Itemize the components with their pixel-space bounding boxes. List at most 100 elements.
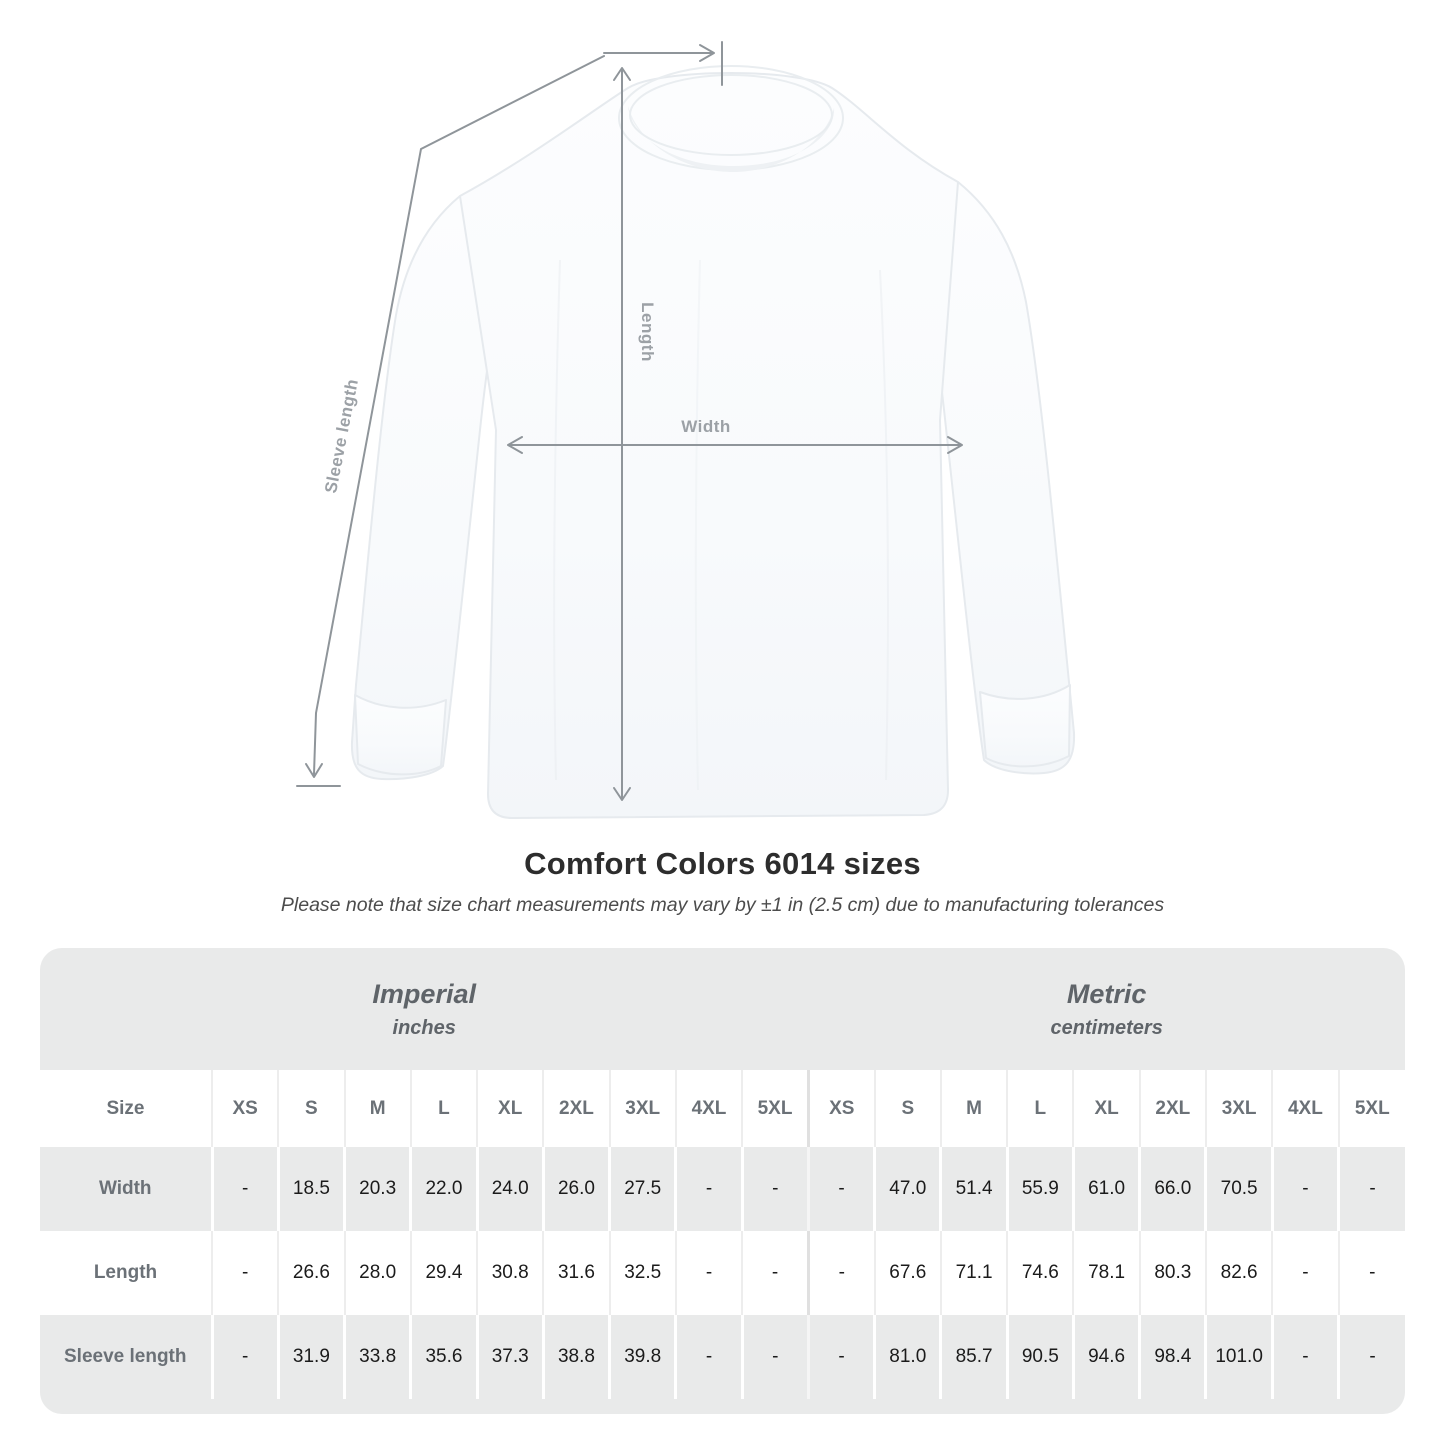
size-header-cell: 3XL <box>1204 1070 1273 1147</box>
sleeve-length-arrow <box>296 55 605 787</box>
value-cell: - <box>1337 1147 1405 1231</box>
length-label: Length <box>638 302 657 362</box>
value-cell: - <box>674 1147 743 1231</box>
value-cell: - <box>1337 1231 1405 1315</box>
value-cell: 61.0 <box>1071 1147 1140 1231</box>
table-bottom-pad <box>40 1399 1405 1414</box>
value-cell: - <box>740 1315 809 1399</box>
imperial-group-unit: inches <box>392 1016 456 1039</box>
unit-group-row: Imperial inches Metric centimeters <box>40 948 1405 1070</box>
length-row: Length - 26.6 28.0 29.4 30.8 31.6 32.5 -… <box>40 1231 1405 1315</box>
value-cell: 101.0 <box>1204 1315 1273 1399</box>
length-arrow <box>613 67 631 801</box>
value-cell: 51.4 <box>939 1147 1008 1231</box>
value-cell: 28.0 <box>343 1231 411 1315</box>
value-cell: 70.5 <box>1204 1147 1273 1231</box>
value-cell: 47.0 <box>873 1147 941 1231</box>
value-cell: - <box>741 1231 809 1315</box>
measurement-lines <box>296 41 963 801</box>
value-cell: 29.4 <box>409 1231 478 1315</box>
value-cell: 30.8 <box>476 1231 544 1315</box>
value-cell: 24.0 <box>475 1147 544 1231</box>
size-header-cell: 5XL <box>1337 1070 1405 1147</box>
size-header-cell: XL <box>1072 1070 1140 1147</box>
size-header-cell: 2XL <box>542 1070 610 1147</box>
value-cell: 71.1 <box>939 1231 1008 1315</box>
value-cell: 38.8 <box>541 1315 610 1399</box>
value-cell: - <box>210 1231 279 1315</box>
value-cell: 32.5 <box>608 1231 676 1315</box>
size-header-cell: XS <box>806 1070 875 1147</box>
value-cell: 27.5 <box>608 1147 676 1231</box>
value-cell: 81.0 <box>873 1315 941 1399</box>
sleeve-length-label: Sleeve length <box>321 377 362 495</box>
value-cell: 98.4 <box>1138 1315 1206 1399</box>
size-header-cell: L <box>409 1070 478 1147</box>
shirt-measurement-diagram: Width Length Sleeve length <box>296 41 1076 819</box>
width-label: Width <box>681 417 731 436</box>
value-cell: - <box>1270 1315 1339 1399</box>
size-header-row: Size XS S M L XL 2XL 3XL 4XL 5XL XS S M … <box>40 1070 1405 1147</box>
sleeve-length-row-label: Sleeve length <box>40 1315 212 1399</box>
value-cell: - <box>806 1147 875 1231</box>
size-header-cell: 2XL <box>1138 1070 1206 1147</box>
value-cell: 85.7 <box>939 1315 1008 1399</box>
width-arrow <box>507 436 963 454</box>
size-header-cell: S <box>277 1070 345 1147</box>
size-header-cell: M <box>343 1070 411 1147</box>
value-cell: 74.6 <box>1006 1231 1074 1315</box>
value-cell: 31.9 <box>276 1315 345 1399</box>
size-header-cell: S <box>873 1070 941 1147</box>
width-row: Width - 18.5 20.3 22.0 24.0 26.0 27.5 - … <box>40 1147 1405 1231</box>
value-cell: 39.8 <box>608 1315 676 1399</box>
size-table-grid: Imperial inches Metric centimeters Size … <box>40 948 1405 1399</box>
size-header-cell: L <box>1006 1070 1074 1147</box>
size-header-cell: XS <box>210 1070 279 1147</box>
value-cell: - <box>210 1147 279 1231</box>
value-cell: - <box>806 1231 875 1315</box>
value-cell: 31.6 <box>542 1231 610 1315</box>
value-cell: 26.6 <box>277 1231 345 1315</box>
imperial-group-header: Imperial inches <box>40 948 809 1070</box>
length-row-label: Length <box>40 1231 212 1315</box>
value-cell: - <box>740 1147 809 1231</box>
size-header-cell: 5XL <box>741 1070 809 1147</box>
value-cell: 94.6 <box>1071 1315 1140 1399</box>
size-header-cell: M <box>939 1070 1008 1147</box>
size-header-cell: XL <box>476 1070 544 1147</box>
value-cell: - <box>674 1231 743 1315</box>
value-cell: 35.6 <box>409 1315 478 1399</box>
value-cell: - <box>806 1315 875 1399</box>
value-cell: 66.0 <box>1138 1147 1206 1231</box>
size-table: Imperial inches Metric centimeters Size … <box>40 948 1405 1414</box>
value-cell: - <box>1337 1315 1405 1399</box>
neck-leader-arrow <box>603 41 723 86</box>
value-cell: 37.3 <box>475 1315 544 1399</box>
value-cell: - <box>674 1315 743 1399</box>
value-cell: - <box>210 1315 279 1399</box>
value-cell: 67.6 <box>873 1231 941 1315</box>
imperial-group-name: Imperial <box>372 978 476 1009</box>
page-title: Comfort Colors 6014 sizes <box>524 846 921 881</box>
value-cell: - <box>1271 1231 1339 1315</box>
sleeve-length-row: Sleeve length - 31.9 33.8 35.6 37.3 38.8… <box>40 1315 1405 1399</box>
value-cell: 55.9 <box>1005 1147 1074 1231</box>
value-cell: - <box>1270 1147 1339 1231</box>
shirt-illustration <box>350 65 1076 819</box>
size-header-cell: 4XL <box>1271 1070 1339 1147</box>
value-cell: 78.1 <box>1072 1231 1140 1315</box>
metric-group-header: Metric centimeters <box>808 948 1405 1070</box>
size-header-cell: 4XL <box>674 1070 743 1147</box>
metric-group-unit: centimeters <box>1050 1016 1163 1039</box>
value-cell: 18.5 <box>276 1147 345 1231</box>
size-header-cell: 3XL <box>608 1070 676 1147</box>
value-cell: 22.0 <box>409 1147 478 1231</box>
value-cell: 20.3 <box>343 1147 411 1231</box>
value-cell: 82.6 <box>1204 1231 1273 1315</box>
size-corner-label: Size <box>40 1070 212 1147</box>
value-cell: 80.3 <box>1138 1231 1206 1315</box>
width-row-label: Width <box>40 1147 212 1231</box>
tolerance-note: Please note that size chart measurements… <box>280 894 1165 916</box>
value-cell: 26.0 <box>541 1147 610 1231</box>
value-cell: 33.8 <box>343 1315 411 1399</box>
